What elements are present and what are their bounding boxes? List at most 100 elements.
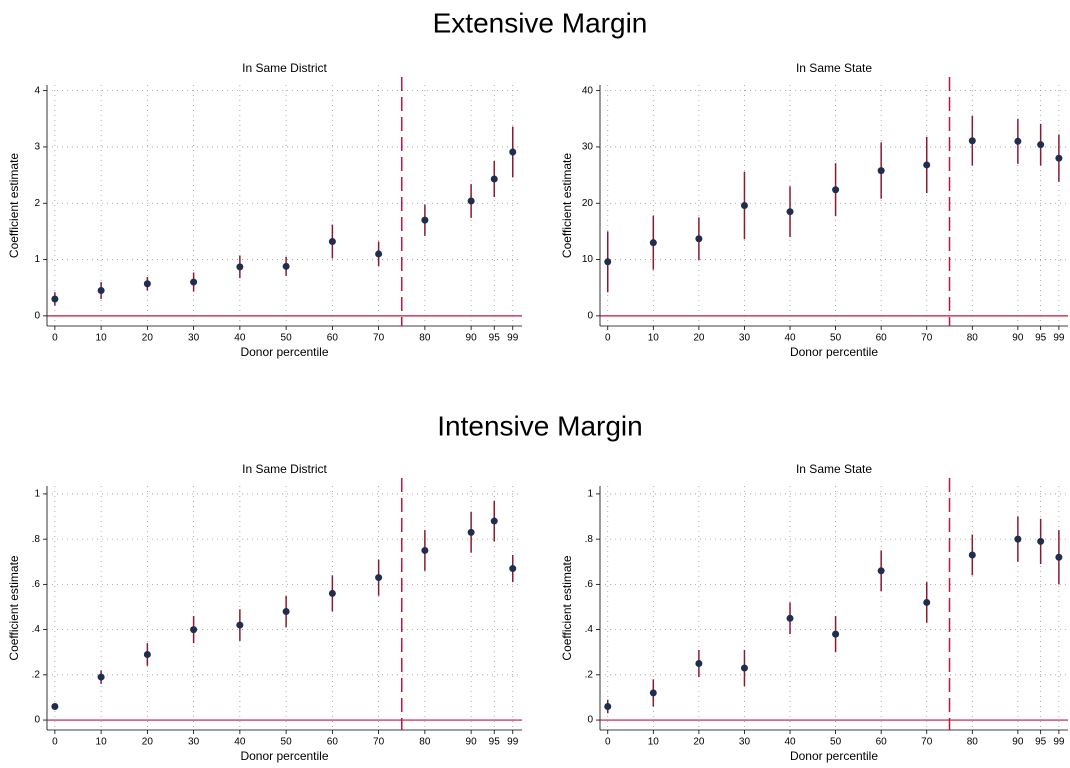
point [1055, 154, 1063, 162]
point [467, 528, 475, 536]
point [328, 589, 336, 597]
x-axis-label: Donor percentile [790, 749, 878, 763]
x-tick-label: 10 [96, 333, 108, 344]
x-tick-label: 40 [784, 737, 796, 748]
y-tick-label: 4 [34, 85, 40, 96]
x-tick-label: 50 [281, 333, 293, 344]
y-tick-label: .6 [585, 579, 594, 590]
y-tick-label: .2 [585, 669, 594, 680]
panel-title: In Same State [796, 462, 872, 476]
x-tick-label: 20 [693, 737, 705, 748]
x-tick-label: 70 [373, 333, 385, 344]
point [877, 567, 885, 575]
panel-title: In Same District [242, 462, 327, 476]
section-heading: Intensive Margin [437, 410, 642, 441]
point [282, 608, 290, 616]
point [1014, 137, 1022, 145]
point [143, 280, 151, 288]
x-tick-label: 80 [419, 333, 431, 344]
point [421, 216, 429, 224]
point [97, 287, 105, 295]
x-tick-label: 90 [466, 737, 478, 748]
point [923, 161, 931, 169]
x-tick-label: 30 [188, 333, 200, 344]
x-tick-label: 90 [466, 333, 478, 344]
point [695, 660, 703, 668]
y-tick-label: 1 [34, 489, 40, 500]
point [604, 702, 612, 710]
x-tick-label: 40 [234, 333, 246, 344]
x-tick-label: 0 [52, 333, 58, 344]
point [282, 262, 290, 270]
x-tick-label: 90 [1012, 333, 1024, 344]
x-tick-label: 70 [921, 737, 933, 748]
point [490, 175, 498, 183]
x-tick-label: 30 [739, 333, 751, 344]
y-tick-label: 2 [34, 198, 40, 209]
point [740, 664, 748, 672]
panel-title: In Same District [242, 61, 327, 75]
x-tick-label: 99 [1053, 333, 1065, 344]
point [649, 239, 657, 247]
y-tick-label: 1 [587, 489, 593, 500]
y-tick-label: .4 [32, 624, 41, 635]
x-tick-label: 99 [1053, 737, 1065, 748]
x-tick-label: 60 [876, 333, 888, 344]
x-tick-label: 20 [693, 333, 705, 344]
point [467, 197, 475, 205]
point [604, 258, 612, 266]
x-tick-label: 95 [489, 333, 501, 344]
point [236, 621, 244, 629]
y-axis-label: Coefficient estimate [560, 153, 574, 258]
y-axis-label: Coefficient estimate [7, 153, 21, 258]
x-tick-label: 40 [784, 333, 796, 344]
point [509, 148, 517, 156]
x-tick-label: 30 [739, 737, 751, 748]
section-heading: Extensive Margin [433, 7, 648, 38]
y-tick-label: 1 [34, 254, 40, 265]
point [1037, 141, 1045, 149]
point [490, 517, 498, 525]
point [509, 565, 517, 573]
x-tick-label: 99 [507, 737, 519, 748]
x-tick-label: 20 [142, 333, 154, 344]
x-tick-label: 0 [605, 737, 611, 748]
point [968, 551, 976, 559]
panel-title: In Same State [796, 61, 872, 75]
x-tick-label: 40 [234, 737, 246, 748]
x-axis-label: Donor percentile [790, 345, 878, 359]
x-tick-label: 0 [52, 737, 58, 748]
x-tick-label: 90 [1012, 737, 1024, 748]
x-tick-label: 80 [967, 737, 979, 748]
point [97, 673, 105, 681]
point [375, 574, 383, 582]
point [190, 278, 198, 286]
point [51, 702, 59, 710]
y-tick-label: 30 [582, 142, 594, 153]
y-tick-label: 0 [587, 715, 593, 726]
point [877, 167, 885, 175]
y-axis-label: Coefficient estimate [7, 555, 21, 660]
x-tick-label: 10 [648, 333, 660, 344]
x-tick-label: 20 [142, 737, 154, 748]
y-tick-label: 20 [582, 198, 594, 209]
point [695, 235, 703, 243]
point [328, 238, 336, 246]
point [236, 263, 244, 271]
y-tick-label: .8 [585, 534, 594, 545]
x-tick-label: 60 [876, 737, 888, 748]
x-axis-label: Donor percentile [240, 345, 328, 359]
y-tick-label: 3 [34, 142, 40, 153]
point [786, 614, 794, 622]
point [923, 598, 931, 606]
x-tick-label: 70 [921, 333, 933, 344]
y-tick-label: 0 [34, 311, 40, 322]
y-tick-label: .8 [32, 534, 41, 545]
point [143, 650, 151, 658]
x-tick-label: 50 [830, 737, 842, 748]
x-tick-label: 99 [507, 333, 519, 344]
x-tick-label: 30 [188, 737, 200, 748]
y-tick-label: 40 [582, 85, 594, 96]
x-tick-label: 50 [830, 333, 842, 344]
